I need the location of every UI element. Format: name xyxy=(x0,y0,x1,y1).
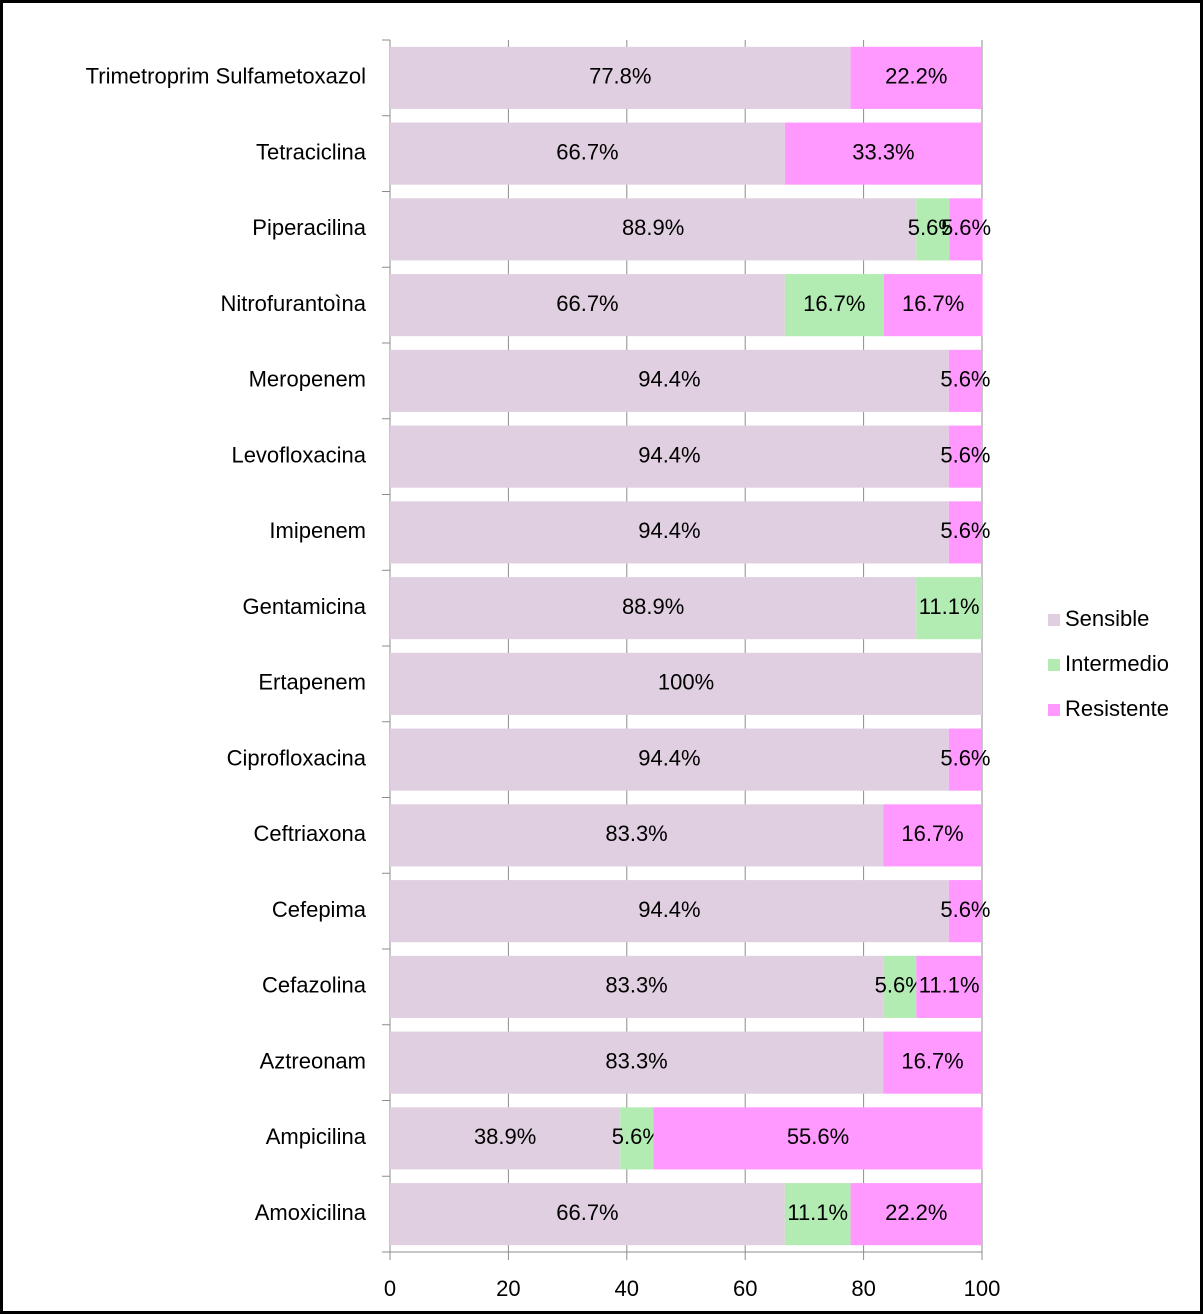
bar-segment xyxy=(390,728,949,791)
data-label: 38.9% xyxy=(474,1124,536,1149)
y-tick-label: Nitrofurantoìna xyxy=(220,291,366,316)
data-label: 5.6% xyxy=(940,518,990,543)
data-label: 88.9% xyxy=(622,594,684,619)
legend-swatch xyxy=(1048,614,1060,626)
bar-segment xyxy=(390,880,949,943)
y-tick-label: Ceftriaxona xyxy=(253,821,366,846)
data-label: 5.6% xyxy=(940,367,990,392)
bar-segment xyxy=(390,274,785,337)
data-label: 100% xyxy=(658,670,714,695)
data-label: 5.6% xyxy=(940,897,990,922)
bar-segment xyxy=(948,349,982,412)
data-label: 94.4% xyxy=(638,442,700,467)
y-tick-label: Gentamicina xyxy=(242,594,366,619)
x-tick-label: 20 xyxy=(496,1276,520,1301)
data-label: 16.7% xyxy=(803,291,865,316)
y-tick-label: Trimetroprim Sulfametoxazol xyxy=(86,64,366,89)
data-label: 83.3% xyxy=(605,1048,667,1073)
x-tick-label: 40 xyxy=(615,1276,639,1301)
bar-segment xyxy=(916,577,982,640)
bar-segment xyxy=(948,880,982,943)
y-tick-label: Ampicilina xyxy=(266,1124,367,1149)
bar-segment xyxy=(390,955,884,1018)
bar-segment xyxy=(620,1107,654,1170)
y-tick-label: Cefazolina xyxy=(262,973,367,998)
bar-segment xyxy=(390,577,917,640)
x-tick-label: 0 xyxy=(384,1276,396,1301)
data-label: 11.1% xyxy=(787,1200,848,1225)
bar-segment xyxy=(390,652,982,715)
bar-segment xyxy=(390,804,884,867)
legend-swatch xyxy=(1048,659,1060,671)
bar-segment xyxy=(850,1183,982,1246)
data-label: 83.3% xyxy=(605,821,667,846)
data-label: 94.4% xyxy=(638,367,700,392)
data-label: 94.4% xyxy=(638,897,700,922)
data-label: 11.1% xyxy=(919,594,980,619)
data-label: 94.4% xyxy=(638,745,700,770)
bar-segment xyxy=(390,425,949,488)
y-tick-label: Cefepima xyxy=(272,897,367,922)
data-label: 22.2% xyxy=(885,64,947,89)
data-label: 83.3% xyxy=(605,973,667,998)
data-label: 94.4% xyxy=(638,518,700,543)
bar-segment xyxy=(883,955,917,1018)
y-tick-label: Meropenem xyxy=(249,367,366,392)
y-tick-label: Levofloxacina xyxy=(231,442,366,467)
legend-label: Intermedio xyxy=(1065,651,1169,676)
bar-segment xyxy=(916,955,982,1018)
bar-segment xyxy=(390,46,851,109)
bar-segment xyxy=(883,804,982,867)
bar-segment xyxy=(949,198,983,261)
y-tick-label: Ertapenem xyxy=(258,670,366,695)
data-label: 66.7% xyxy=(556,1200,618,1225)
bar-segment xyxy=(883,1031,982,1094)
bar-segment xyxy=(948,501,982,564)
bar-segment xyxy=(390,1031,884,1094)
data-label: 5.6% xyxy=(941,215,991,240)
data-label: 77.8% xyxy=(589,64,651,89)
bar-segment xyxy=(850,46,982,109)
x-tick-label: 60 xyxy=(733,1276,757,1301)
legend-label: Resistente xyxy=(1065,696,1169,721)
bar-segment xyxy=(653,1107,983,1170)
bar-segment xyxy=(390,1183,785,1246)
bar-segment xyxy=(390,198,917,261)
bar-segment xyxy=(390,349,949,412)
legend-swatch xyxy=(1048,704,1060,716)
y-tick-label: Amoxicilina xyxy=(255,1200,367,1225)
bar-segment xyxy=(948,728,982,791)
x-tick-label: 80 xyxy=(851,1276,875,1301)
y-tick-label: Ciprofloxacina xyxy=(227,745,367,770)
y-tick-label: Piperacilina xyxy=(252,215,366,240)
data-label: 66.7% xyxy=(556,139,618,164)
data-label: 5.6% xyxy=(940,442,990,467)
bar-segment xyxy=(784,1183,851,1246)
y-tick-label: Imipenem xyxy=(269,518,366,543)
bar-segment xyxy=(784,122,982,185)
data-label: 16.7% xyxy=(901,1048,963,1073)
data-label: 16.7% xyxy=(902,291,964,316)
data-label: 88.9% xyxy=(622,215,684,240)
bar-segment xyxy=(784,274,884,337)
bar-segment xyxy=(883,274,983,337)
x-tick-label: 100 xyxy=(964,1276,1001,1301)
data-label: 66.7% xyxy=(556,291,618,316)
y-tick-label: Tetraciclina xyxy=(256,139,367,164)
legend-label: Sensible xyxy=(1065,606,1149,631)
bar-segment xyxy=(390,122,785,185)
data-label: 55.6% xyxy=(787,1124,849,1149)
data-label: 22.2% xyxy=(885,1200,947,1225)
data-label: 11.1% xyxy=(919,973,980,998)
bar-segment xyxy=(916,198,950,261)
y-tick-label: Aztreonam xyxy=(260,1048,366,1073)
data-label: 16.7% xyxy=(901,821,963,846)
data-label: 33.3% xyxy=(852,139,914,164)
bar-segment xyxy=(390,1107,621,1170)
bar-segment xyxy=(390,501,949,564)
data-label: 5.6% xyxy=(940,745,990,770)
bar-segment xyxy=(948,425,982,488)
